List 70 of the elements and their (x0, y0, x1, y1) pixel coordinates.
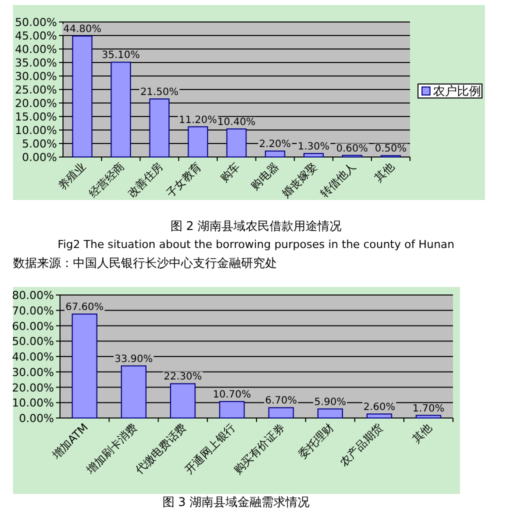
y-tick-label: 40.00% (15, 43, 57, 56)
x-tick-label: 购车 (218, 160, 243, 185)
data-label: 10.70% (212, 390, 252, 401)
x-tick-label: 购电器 (248, 160, 282, 192)
x-tick-label: 农产品期货 (337, 420, 386, 470)
y-tick-label: 30.00% (12, 366, 54, 379)
y-tick-label: 0.00% (22, 151, 57, 164)
x-tick-label: 养殖业 (56, 160, 88, 192)
data-label: 21.50% (140, 86, 178, 98)
y-tick-label: 10.00% (15, 124, 57, 137)
y-tick-label: 60.00% (12, 320, 54, 333)
bar (149, 98, 170, 158)
y-tick-label: 15.00% (15, 110, 57, 124)
data-label: 1.30% (298, 141, 330, 152)
y-tick-label: 20.00% (12, 381, 54, 394)
legend-label: 农户比例 (433, 84, 481, 98)
x-tick-label: 子女教育 (164, 160, 204, 200)
y-tick-label: 35.00% (15, 56, 57, 70)
data-label: 5.90% (314, 396, 346, 408)
bar (366, 414, 392, 418)
bar (120, 365, 146, 418)
x-tick-label: 其他 (410, 420, 435, 446)
data-label: 67.60% (65, 302, 104, 314)
bar (416, 414, 442, 418)
data-label: 0.60% (336, 143, 368, 154)
data-label: 22.30% (164, 372, 202, 383)
data-label: 1.70% (412, 403, 444, 414)
y-tick-label: 30.00% (15, 70, 57, 83)
data-label: 2.20% (259, 139, 291, 150)
data-label: 11.20% (178, 114, 218, 126)
y-tick-label: 5.00% (22, 138, 57, 150)
y-tick-label: 70.00% (12, 304, 54, 318)
y-tick-label: 40.00% (12, 350, 54, 364)
y-tick-label: 0.00% (19, 412, 54, 425)
x-tick-label: 改善住房 (125, 160, 166, 200)
data-label: 35.10% (102, 50, 140, 62)
x-tick-label: 经营经商 (86, 160, 127, 200)
caption: 图 2 湖南县域农民借款用途情况 (170, 219, 342, 233)
source-note: 数据来源：中国人民银行长沙中心支行金融研究处 (13, 256, 277, 270)
bar (170, 383, 196, 418)
bar (264, 150, 286, 158)
bar (110, 62, 131, 158)
y-tick-label: 50.00% (15, 16, 57, 29)
bar (226, 128, 247, 158)
bar (268, 407, 294, 418)
bar (219, 401, 245, 418)
data-label: 10.40% (217, 116, 256, 128)
y-tick-label: 20.00% (15, 97, 57, 110)
x-tick-label: 其他 (372, 160, 397, 185)
bar (188, 126, 208, 158)
bar (72, 314, 98, 418)
caption: Fig2 The situation about the borrowing purposes in the county of Hunan (58, 238, 454, 251)
data-label: 44.80% (63, 24, 102, 36)
y-tick-label: 45.00% (15, 30, 57, 42)
bar (303, 152, 324, 158)
caption: 图 3 湖南县域金融需求情况 (162, 495, 310, 509)
bar (317, 408, 343, 418)
legend: 农户比例 (418, 84, 482, 98)
data-label: 33.90% (114, 354, 153, 365)
data-label: 2.60% (363, 402, 396, 414)
bar (72, 36, 92, 158)
x-tick-label: 婚丧嫁娶 (279, 160, 320, 200)
data-label: 0.50% (374, 144, 407, 155)
x-tick-label: 委托理财 (296, 420, 336, 462)
data-label: 6.70% (265, 396, 297, 407)
y-tick-label: 25.00% (15, 84, 57, 96)
y-tick-label: 80.00% (12, 289, 54, 302)
y-tick-label: 10.00% (12, 396, 54, 410)
x-tick-label: 转借他人 (318, 160, 358, 200)
y-tick-label: 50.00% (12, 335, 54, 348)
